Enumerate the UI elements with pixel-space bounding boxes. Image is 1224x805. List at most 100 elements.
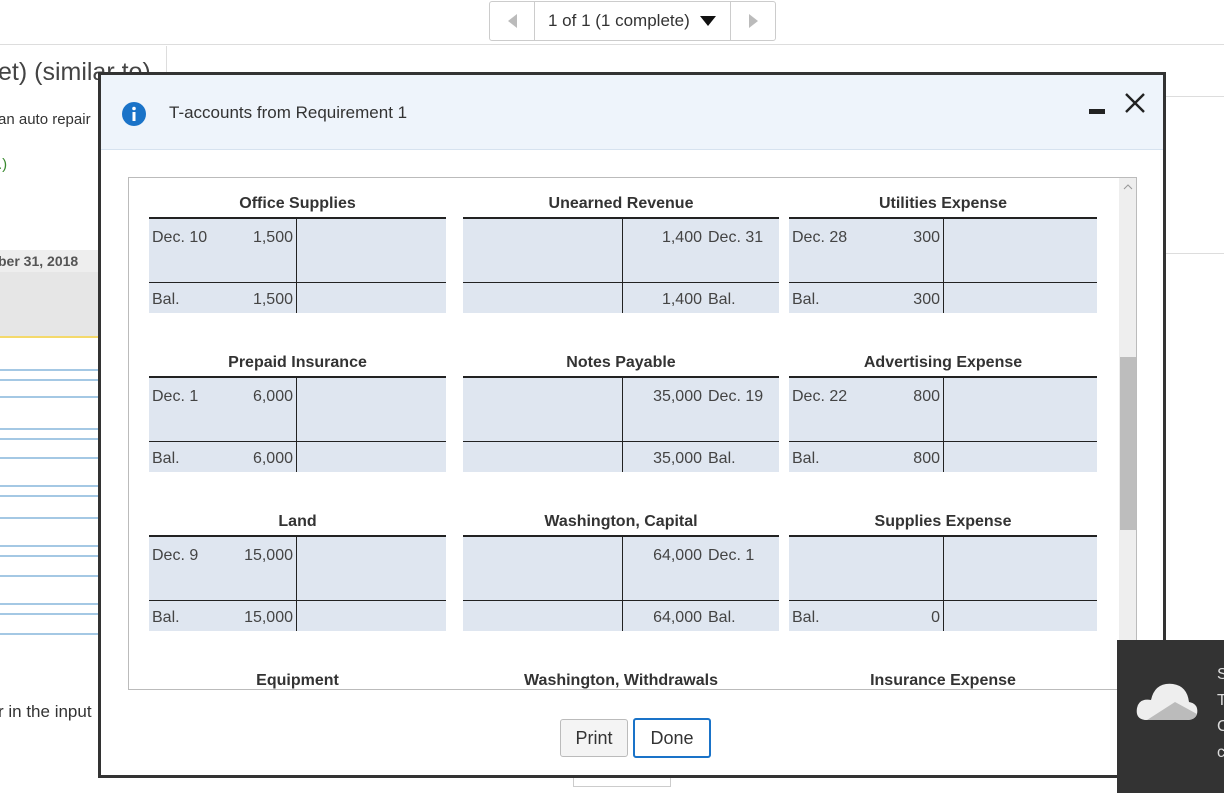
account-divider bbox=[943, 376, 944, 472]
account-title: Notes Payable bbox=[566, 354, 676, 371]
info-icon bbox=[122, 102, 146, 126]
done-button[interactable]: Done bbox=[633, 718, 711, 758]
bg-button bbox=[573, 776, 671, 787]
toast-line: c bbox=[1217, 744, 1224, 761]
next-arrow bbox=[749, 14, 758, 28]
account-title: Utilities Expense bbox=[878, 195, 1008, 212]
account-mid-line bbox=[149, 282, 446, 283]
entry-amount: 0 bbox=[931, 609, 940, 626]
entry-date: Dec. 9 bbox=[152, 547, 199, 564]
entry-date: Dec. 28 bbox=[792, 229, 848, 246]
next-button[interactable] bbox=[730, 2, 776, 40]
account-divider bbox=[943, 535, 944, 631]
bg-rule bbox=[1166, 96, 1224, 97]
entry-date: Bal. bbox=[152, 450, 180, 467]
account-title: Washington, Capital bbox=[544, 513, 698, 530]
account-divider bbox=[296, 376, 297, 472]
bg-table-head bbox=[0, 272, 98, 338]
account-title: Supplies Expense bbox=[874, 513, 1012, 530]
entry-date: Bal. bbox=[708, 291, 736, 308]
entry-amount: 15,000 bbox=[244, 547, 293, 564]
account-body bbox=[463, 217, 779, 313]
top-rule bbox=[0, 44, 1224, 45]
entry-amount: 6,000 bbox=[252, 450, 293, 467]
account-title: Prepaid Insurance bbox=[228, 354, 367, 371]
accounts-panel: Office Supplies Dec. 10 1,500 Bal. 1,500 Unea… bbox=[128, 177, 1137, 690]
entry-date: Bal. bbox=[152, 609, 180, 626]
bg-date: ber 31, 2018 bbox=[0, 253, 79, 269]
minimize-button[interactable] bbox=[1089, 109, 1105, 114]
account-title: Insurance Expense bbox=[870, 672, 1016, 689]
entry-date: Dec. 19 bbox=[708, 388, 764, 405]
account-body bbox=[149, 376, 446, 472]
account-title: Unearned Revenue bbox=[548, 195, 694, 212]
dialog-title: T-accounts from Requirement 1 bbox=[169, 103, 408, 122]
entry-date: Dec. 1 bbox=[152, 388, 199, 405]
toast-line: T bbox=[1217, 692, 1224, 709]
bg-footer: r in the input bbox=[0, 702, 92, 721]
bg-header-cell bbox=[0, 250, 98, 272]
entry-date: Dec. 10 bbox=[152, 229, 208, 246]
cloud-icon bbox=[1136, 683, 1198, 720]
entry-amount: 800 bbox=[913, 388, 940, 405]
account-top-line bbox=[463, 217, 779, 219]
account-mid-line bbox=[149, 441, 446, 442]
account-top-line bbox=[463, 376, 779, 378]
account-title: Office Supplies bbox=[239, 195, 356, 212]
account-title: Washington, Withdrawals bbox=[524, 672, 718, 689]
bg-text: an auto repair bbox=[0, 111, 91, 128]
entry-date: Bal. bbox=[792, 609, 820, 626]
close-button[interactable] bbox=[1123, 91, 1147, 115]
dialog: T-accounts from Requirement 1 Office Sup… bbox=[98, 72, 1166, 778]
bg-rule bbox=[1166, 253, 1224, 254]
account-body bbox=[149, 535, 446, 631]
account-divider bbox=[622, 535, 623, 631]
nav-label[interactable]: 1 of 1 (1 complete) bbox=[548, 11, 690, 30]
account-divider bbox=[622, 376, 623, 472]
entry-amount: 1,400 bbox=[661, 291, 702, 308]
prev-button[interactable] bbox=[490, 2, 535, 40]
bg-input-lines bbox=[0, 369, 98, 635]
entry-date: Bal. bbox=[792, 450, 820, 467]
account-top-line bbox=[149, 217, 446, 219]
scroll-up[interactable] bbox=[1120, 179, 1136, 193]
scrollbar-thumb[interactable] bbox=[1120, 357, 1136, 530]
dialog-header: T-accounts from Requirement 1 bbox=[101, 75, 1163, 150]
entry-amount: 35,000 bbox=[653, 388, 702, 405]
account-mid-line bbox=[463, 600, 779, 601]
nav-dropdown[interactable] bbox=[698, 14, 718, 28]
account-divider bbox=[296, 535, 297, 631]
entry-amount: 6,000 bbox=[252, 388, 293, 405]
entry-amount: 35,000 bbox=[653, 450, 702, 467]
account-top-line bbox=[463, 535, 779, 537]
account-body bbox=[463, 376, 779, 472]
entry-amount: 64,000 bbox=[653, 609, 702, 626]
entry-amount: 300 bbox=[913, 291, 940, 308]
entry-date: Dec. 31 bbox=[708, 229, 764, 246]
entry-date: Bal. bbox=[152, 291, 180, 308]
account-title: Equipment bbox=[256, 672, 339, 689]
account-mid-line bbox=[463, 441, 779, 442]
entry-amount: 64,000 bbox=[653, 547, 702, 564]
account-divider bbox=[296, 217, 297, 313]
toast-line: S bbox=[1217, 666, 1224, 683]
account-mid-line bbox=[149, 600, 446, 601]
bg-divider bbox=[166, 46, 167, 76]
toast-line: C bbox=[1217, 718, 1224, 735]
entry-date: Bal. bbox=[708, 609, 736, 626]
question-nav: 1 of 1 (1 complete) bbox=[489, 1, 776, 41]
entry-date: Bal. bbox=[708, 450, 736, 467]
account-divider bbox=[943, 217, 944, 313]
account-body bbox=[463, 535, 779, 631]
account-mid-line bbox=[463, 282, 779, 283]
print-button[interactable]: Print bbox=[560, 719, 628, 757]
entry-amount: 1,500 bbox=[252, 229, 293, 246]
account-body bbox=[149, 217, 446, 313]
account-title: Land bbox=[278, 513, 317, 530]
entry-date: Dec. 22 bbox=[792, 388, 848, 405]
entry-date: Bal. bbox=[792, 291, 820, 308]
account-title: Advertising Expense bbox=[863, 354, 1023, 371]
